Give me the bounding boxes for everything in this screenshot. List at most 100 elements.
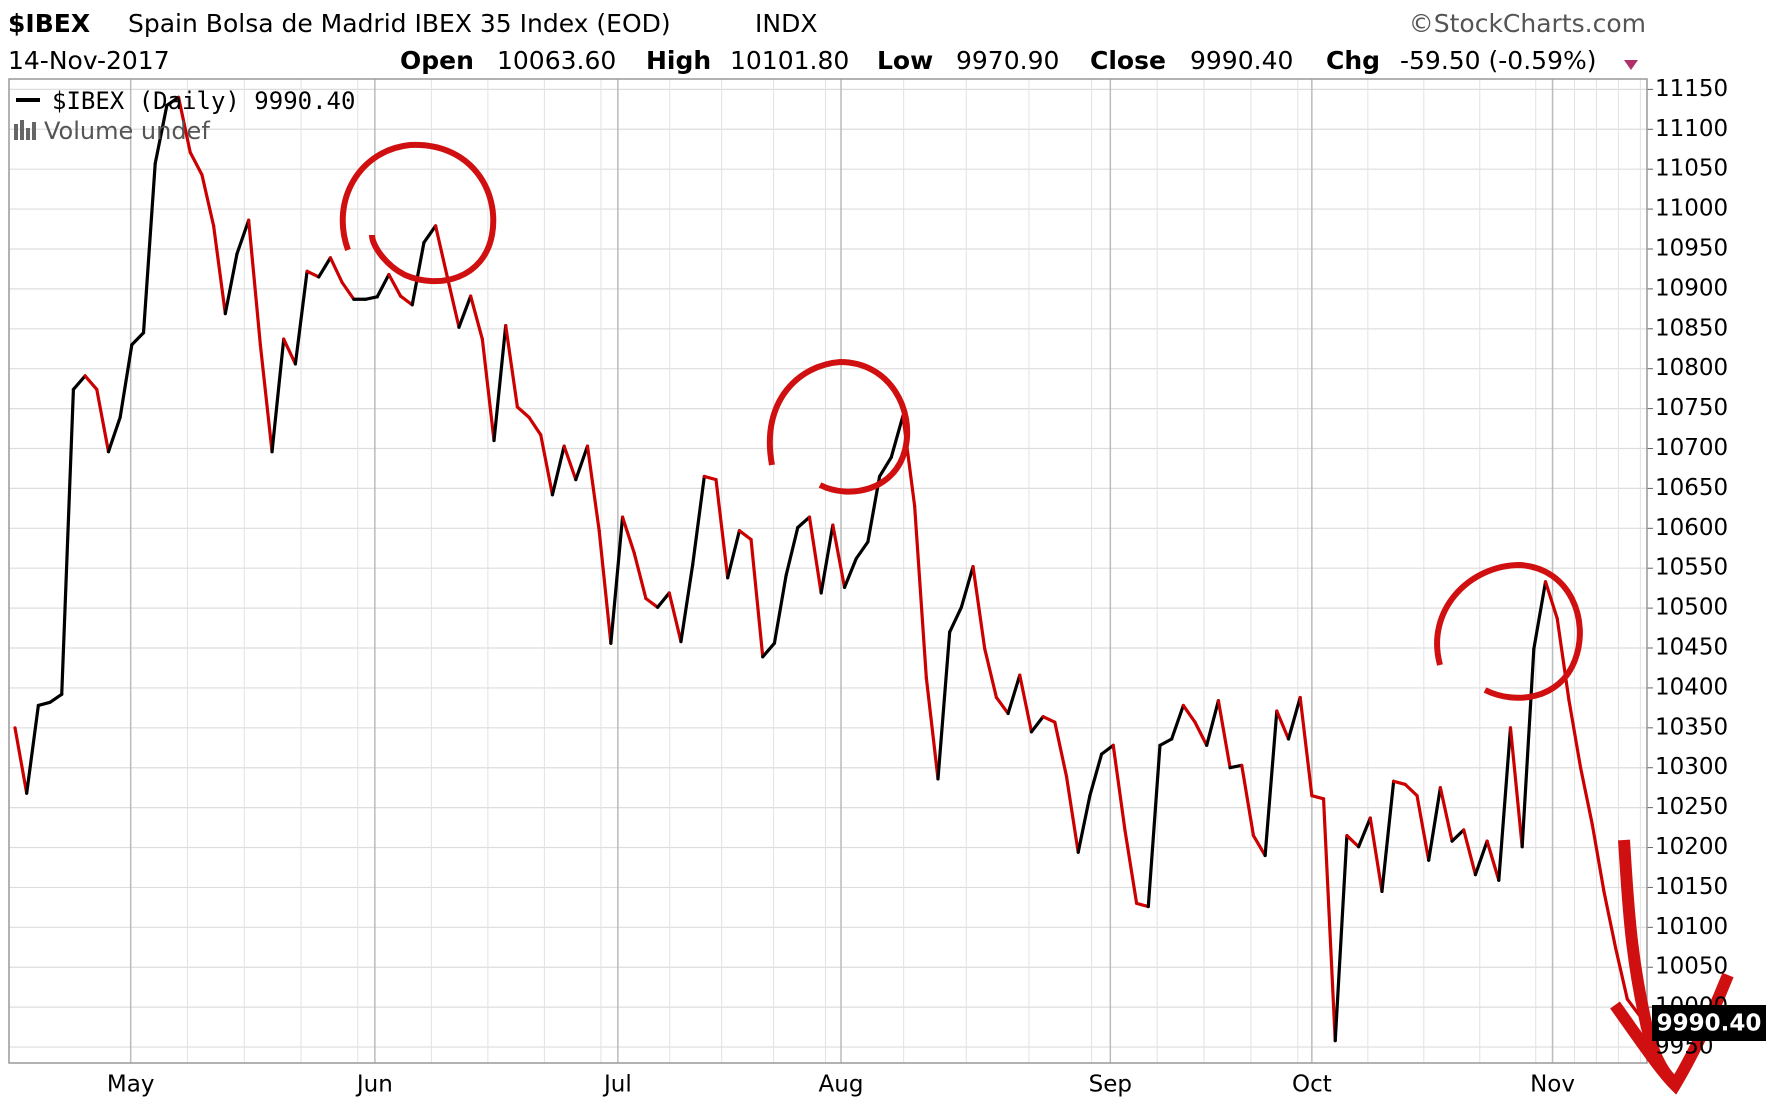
y-tick-label: 10450: [1655, 635, 1728, 661]
y-tick-label: 11100: [1655, 116, 1728, 142]
price-segment: [515, 405, 531, 419]
price-segment: [959, 565, 975, 609]
price-segment: [597, 529, 613, 645]
price-segment: [469, 294, 484, 341]
price-segment: [714, 478, 730, 580]
price-segment: [527, 415, 543, 437]
price-segment: [282, 337, 298, 366]
price-segment: [1275, 709, 1291, 741]
price-segment: [1193, 720, 1209, 747]
price-segment: [200, 173, 216, 228]
legend-volume: Volume undef: [44, 117, 210, 145]
price-segment: [1251, 833, 1267, 858]
price-segment: [1532, 580, 1548, 651]
price-segment: [235, 218, 251, 256]
y-tick-label: 11050: [1655, 156, 1728, 182]
price-segment: [632, 551, 648, 601]
y-tick-label: 10800: [1655, 355, 1728, 381]
price-segment: [796, 515, 812, 530]
price-segment: [1368, 816, 1384, 894]
date: 14-Nov-2017: [8, 46, 170, 75]
price-segment: [1170, 703, 1185, 741]
price-segment: [258, 343, 274, 454]
low-label: Low: [877, 46, 933, 75]
price-segment: [831, 523, 847, 589]
price-segment: [1146, 743, 1162, 909]
price-segment: [1076, 794, 1092, 854]
price-segment: [1450, 828, 1466, 843]
price-segment: [948, 605, 963, 634]
source: ©StockCharts.com: [1409, 9, 1646, 38]
price-segment: [539, 433, 555, 497]
y-tick-label: 11150: [1655, 76, 1728, 102]
price-segment: [936, 630, 952, 781]
y-tick-label: 10250: [1655, 794, 1728, 820]
x-tick-label: Nov: [1530, 1072, 1575, 1098]
price-segment: [667, 591, 683, 644]
price-segment: [445, 275, 461, 329]
x-tick-label: Oct: [1292, 1072, 1332, 1098]
price-segment: [480, 337, 496, 443]
legend-series: $IBEX (Daily) 9990.40: [52, 87, 355, 115]
price-segment: [1497, 726, 1513, 882]
price-segment: [1111, 743, 1127, 832]
y-tick-label: 11000: [1655, 196, 1728, 222]
y-tick-label: 10900: [1655, 275, 1728, 301]
price-segment: [620, 515, 636, 555]
price-segment: [784, 525, 800, 577]
price-segment: [1029, 715, 1045, 734]
y-tick-label: 10700: [1655, 435, 1728, 461]
price-segment: [60, 387, 76, 696]
price-segment: [702, 474, 718, 482]
down-marker: [1624, 60, 1638, 70]
close-label: Close: [1090, 46, 1166, 75]
price-segment: [562, 444, 578, 482]
price-segment: [1263, 709, 1279, 858]
price-segment: [1123, 828, 1139, 905]
price-segment: [176, 95, 192, 155]
price-label: 9990.40: [1657, 1011, 1762, 1037]
price-segment: [375, 272, 391, 299]
low: 9970.90: [956, 46, 1059, 75]
price-segment: [492, 323, 508, 443]
price-segment: [1088, 752, 1104, 798]
price-segment: [691, 474, 706, 567]
price-segment: [924, 675, 940, 781]
x-tick-label: Jul: [602, 1072, 632, 1098]
price-segment: [1018, 673, 1034, 734]
x-tick-label: Aug: [819, 1072, 864, 1098]
price-segment: [13, 726, 29, 795]
y-tick-label: 10600: [1655, 515, 1728, 541]
price-segment: [1205, 699, 1220, 747]
price-segment: [1006, 673, 1022, 716]
price-segment: [585, 444, 601, 533]
y-tick-label: 10200: [1655, 834, 1728, 860]
price-segment: [1310, 794, 1326, 801]
price-segment: [726, 529, 741, 580]
price-segment: [1345, 833, 1361, 849]
price-segment: [1298, 695, 1314, 798]
price-segment: [1614, 946, 1629, 1001]
price-segment: [422, 224, 438, 245]
price-segment: [434, 224, 449, 279]
exchange: INDX: [755, 9, 817, 38]
y-tick-label: 10550: [1655, 555, 1728, 581]
price-segment: [737, 529, 753, 542]
chg: -59.50 (-0.59%): [1400, 46, 1596, 75]
price-segment: [1543, 580, 1559, 621]
price-segment: [1181, 703, 1197, 724]
price-segment: [1041, 715, 1057, 724]
price-segment: [913, 504, 928, 680]
y-tick-label: 10950: [1655, 235, 1728, 261]
price-segment: [36, 700, 52, 708]
price-segment: [1625, 997, 1641, 1017]
price-segment: [118, 343, 134, 419]
price-segment: [971, 565, 987, 651]
price-segment: [772, 573, 788, 645]
x-tick-label: May: [107, 1072, 155, 1098]
price-segment: [749, 537, 765, 659]
price-segment: [387, 272, 403, 298]
price-segment: [83, 374, 99, 392]
price-segment: [270, 337, 286, 454]
